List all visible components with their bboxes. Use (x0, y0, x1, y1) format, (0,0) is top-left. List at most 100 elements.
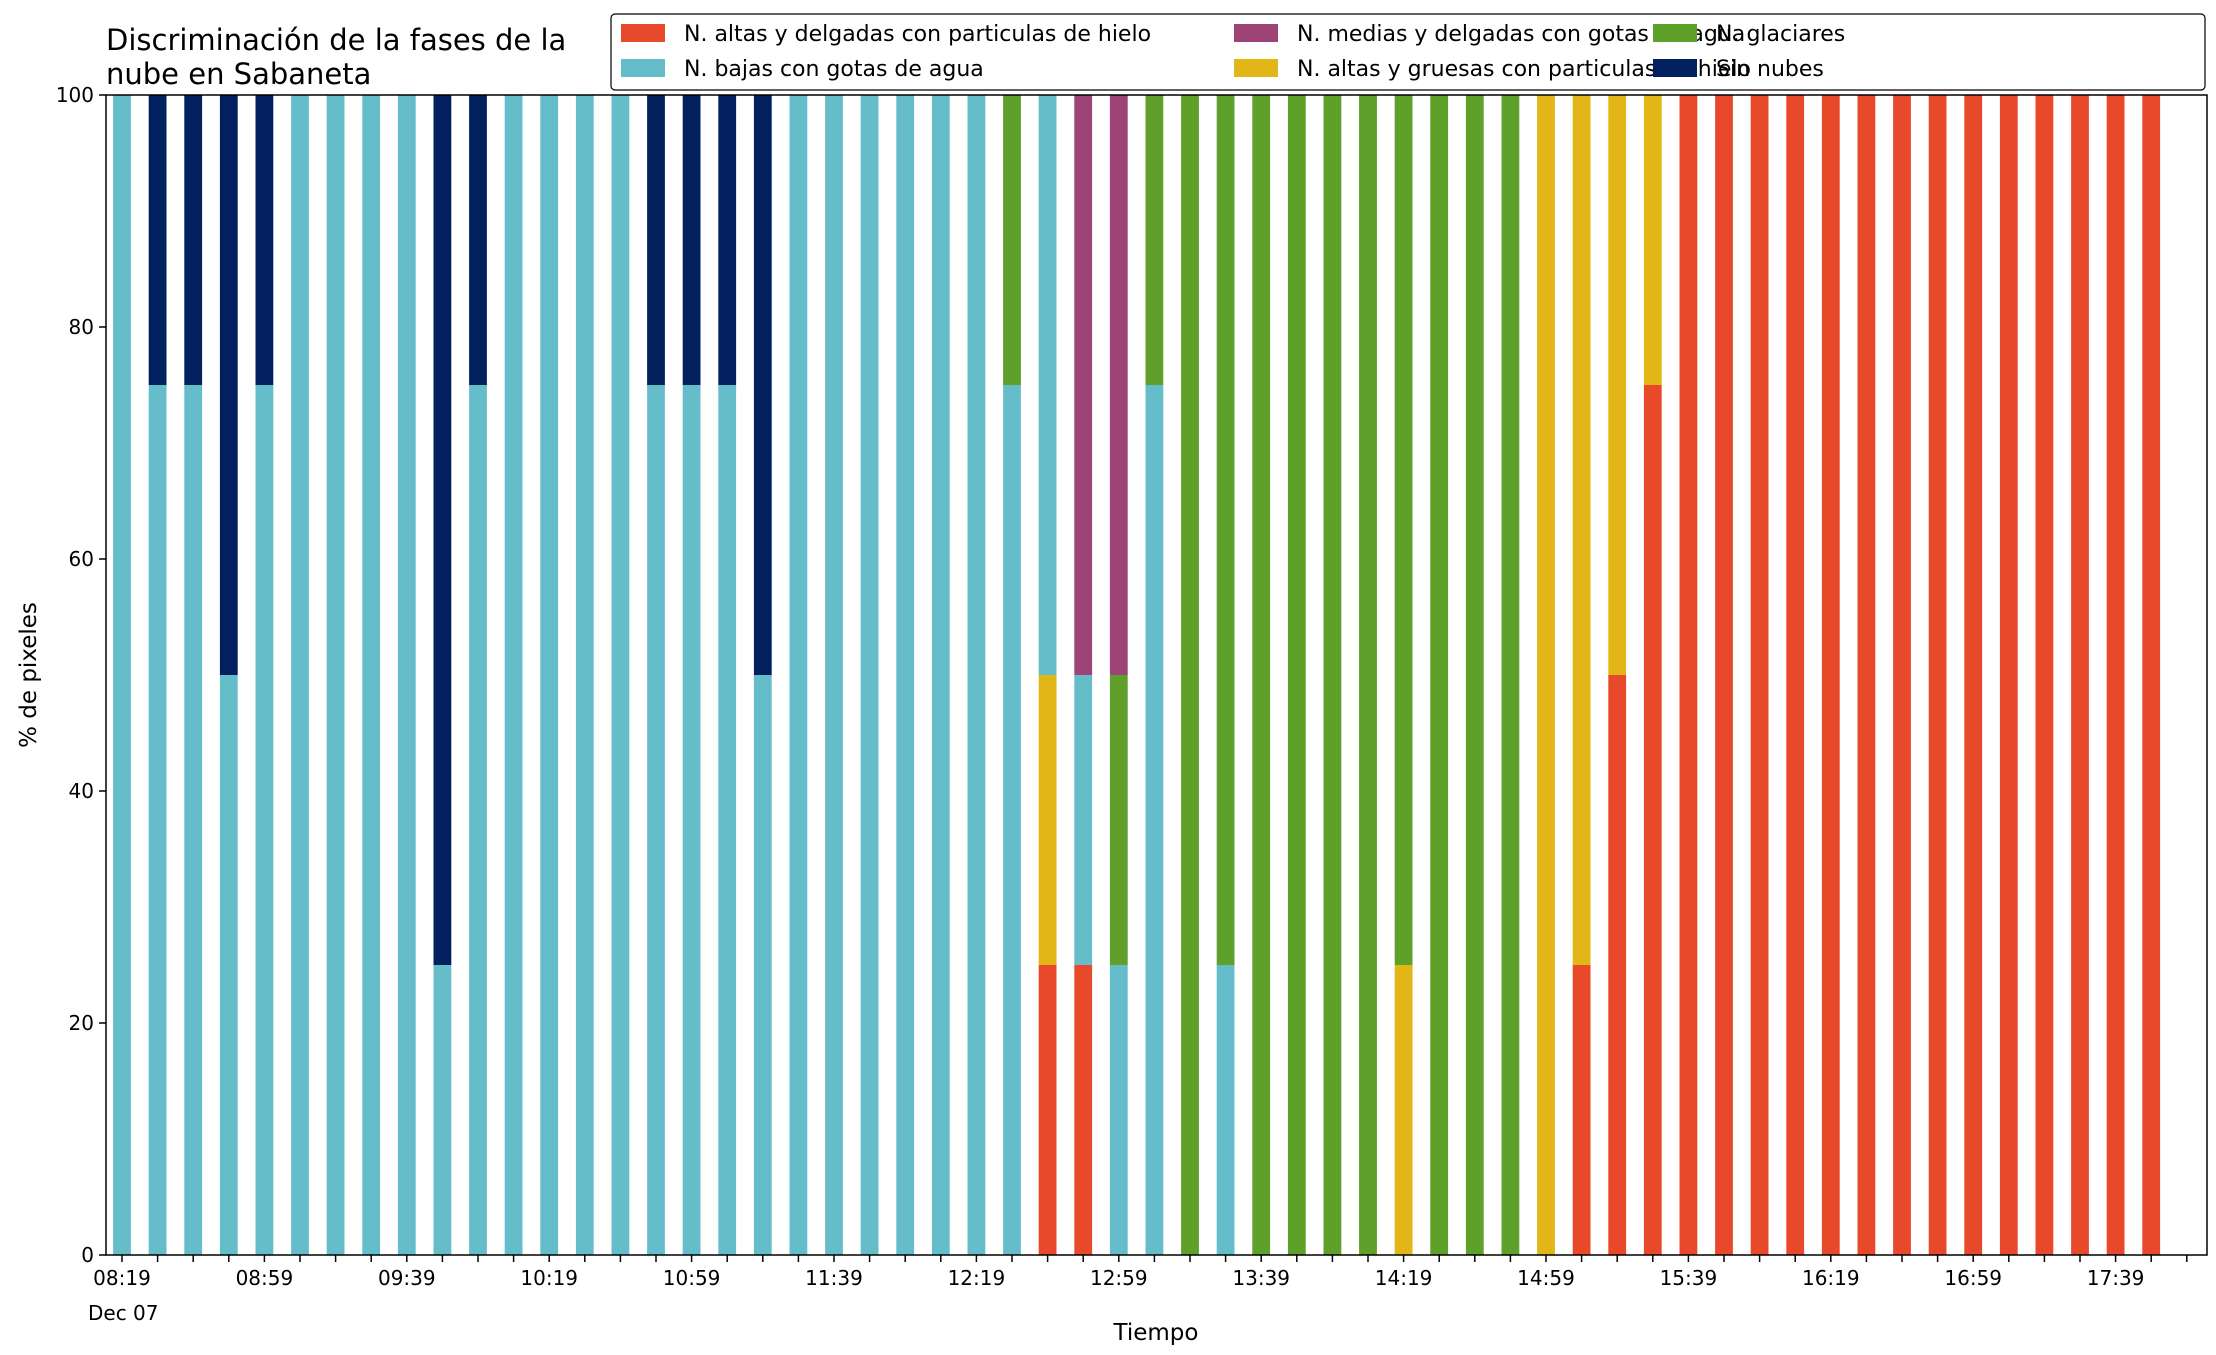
bar-segment (682, 95, 701, 385)
bar-segment (255, 385, 274, 1255)
bar-segment (718, 95, 737, 385)
y-axis-label: % de pixeles (16, 602, 42, 748)
legend-swatch (1234, 59, 1278, 77)
x-tick-label: 11:39 (805, 1266, 863, 1290)
bar-segment (1109, 675, 1128, 965)
bar-segment (753, 675, 772, 1255)
bar-segment (2071, 95, 2089, 1255)
bar-segment (469, 95, 487, 385)
bar-segment (219, 675, 238, 1255)
bar-segment (148, 95, 167, 385)
bar-segment (1038, 675, 1057, 965)
bar-segment (789, 95, 808, 1255)
bar-segment (397, 95, 416, 1255)
bar-segment (2106, 95, 2125, 1255)
bar-segment (1109, 965, 1128, 1255)
bar-segment (967, 95, 986, 1255)
bar-segment (219, 95, 238, 675)
x-date-label: Dec 07 (88, 1301, 159, 1325)
legend-swatch (1234, 24, 1278, 42)
legend-swatch (621, 59, 665, 77)
bar-segment (1109, 95, 1128, 675)
legend-swatch (1653, 59, 1697, 77)
bar-segment (326, 95, 345, 1255)
bar-segment (896, 95, 915, 1255)
bar-segment (1750, 95, 1769, 1255)
bar-segment (1964, 95, 1983, 1255)
x-axis: 08:19 08:59 09:39 10:19 10:59 11:39 12:19 12:59… (93, 1255, 2188, 1290)
bar-segment (1359, 95, 1377, 1255)
bar-segment (184, 385, 203, 1255)
bar-segment (1643, 385, 1662, 1255)
bar-segment (1287, 95, 1306, 1255)
bar-segment (1928, 95, 1947, 1255)
bar-segment (1501, 95, 1520, 1255)
bar-segment (362, 95, 381, 1255)
y-tick-label: 80 (69, 315, 94, 339)
bar-segment (1893, 95, 1911, 1255)
chart-title-line-2: nube en Sabaneta (106, 57, 371, 91)
bar-segment (255, 95, 274, 385)
x-tick-label: 08:59 (236, 1266, 294, 1290)
bar-segment (931, 95, 950, 1255)
bar-segment (2035, 95, 2054, 1255)
bar-segment (1003, 95, 1021, 385)
legend-label: N. glaciares (1716, 22, 1845, 47)
bar-segment (647, 95, 665, 385)
y-tick-label: 40 (69, 779, 94, 803)
x-tick-label: 16:19 (1802, 1266, 1860, 1290)
legend-label: N. altas y delgadas con particulas de hi… (684, 22, 1151, 47)
bar-segment (148, 385, 167, 1255)
legend: N. altas y delgadas con particulas de hi… (610, 13, 2206, 91)
bar-segment (1786, 95, 1805, 1255)
bar-segment (647, 385, 665, 1255)
bar-segment (718, 385, 737, 1255)
bars (113, 95, 2161, 1255)
legend-label: Sin nubes (1716, 57, 1824, 82)
bar-segment (1003, 385, 1021, 1255)
bar-segment (1181, 95, 1199, 1255)
bar-segment (1394, 965, 1413, 1255)
bar-segment (1537, 95, 1555, 1255)
y-tick-label: 20 (69, 1011, 94, 1035)
y-axis: 0 20 40 60 80 100 (56, 83, 106, 1267)
x-tick-label: 12:59 (1090, 1266, 1148, 1290)
bar-segment (1038, 95, 1057, 675)
x-tick-label: 16:59 (1944, 1266, 2002, 1290)
x-tick-label: 13:39 (1232, 1266, 1290, 1290)
x-tick-label: 09:39 (378, 1266, 436, 1290)
bar-segment (1252, 95, 1271, 1255)
bar-segment (540, 95, 559, 1255)
bar-segment (1572, 95, 1591, 965)
bar-segment (184, 95, 203, 385)
bar-segment (1679, 95, 1698, 1255)
bar-segment (753, 95, 772, 675)
bar-segment (1074, 675, 1093, 965)
bar-segment (1145, 95, 1164, 385)
x-tick-label: 10:59 (663, 1266, 721, 1290)
chart-title-line-1: Discriminación de la fases de la (106, 23, 566, 57)
legend-swatch (621, 24, 665, 42)
legend-label: N. bajas con gotas de agua (684, 57, 984, 82)
bar-segment (825, 95, 843, 1255)
bar-segment (1074, 965, 1093, 1255)
bar-segment (1857, 95, 1876, 1255)
plot-frame (105, 94, 2208, 1256)
bar-segment (1999, 95, 2018, 1255)
bar-segment (1216, 965, 1235, 1255)
x-tick-label: 14:19 (1375, 1266, 1433, 1290)
bar-segment (469, 385, 487, 1255)
y-tick-label: 100 (56, 83, 94, 107)
x-tick-label: 15:39 (1660, 1266, 1718, 1290)
bar-segment (860, 95, 879, 1255)
bar-segment (1074, 95, 1093, 675)
bar-segment (1216, 95, 1235, 965)
bar-segment (504, 95, 523, 1255)
bar-segment (113, 95, 131, 1255)
y-tick-label: 0 (81, 1243, 94, 1267)
bar-segment (1323, 95, 1342, 1255)
bar-segment (1572, 965, 1591, 1255)
x-axis-label: Tiempo (1113, 1320, 1199, 1346)
bar-segment (1608, 675, 1627, 1255)
